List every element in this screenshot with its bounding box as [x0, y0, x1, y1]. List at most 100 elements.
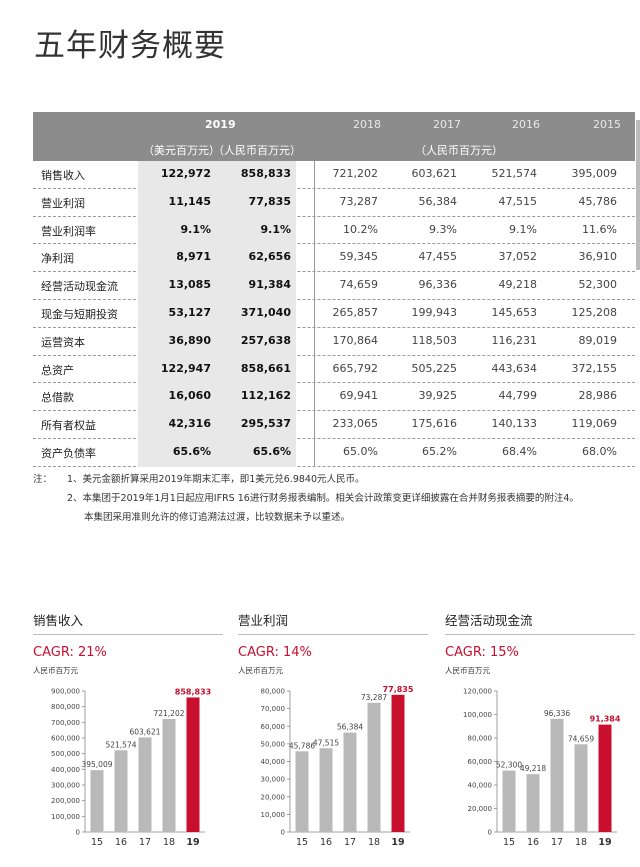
x-tick-label: 18: [368, 837, 380, 848]
y-tick-label: 40,000: [261, 758, 286, 766]
y-tick-label: 0: [76, 829, 80, 837]
x-tick-label: 17: [139, 837, 151, 848]
cell-2016: 140,133: [491, 417, 538, 431]
y-tick-label: 900,000: [51, 688, 80, 696]
note-2: 2、本集团于2019年1月1日起应用IFRS 16进行财务报表编制。相关会计政策…: [67, 493, 579, 504]
cell-rmb-2019: 91,384: [248, 278, 291, 292]
column-2019-band: [138, 438, 296, 467]
y-tick-label: 700,000: [51, 719, 80, 727]
cell-2017: 199,943: [411, 305, 458, 319]
table-row: 经营活动现金流 13,085 91,384 74,659 96,336 49,218 52,…: [33, 272, 635, 300]
y-tick-label: 10,000: [261, 811, 286, 819]
chart-title: 营业利润: [238, 610, 428, 635]
bar-value-label: 52,300: [496, 761, 522, 770]
x-tick-label: 17: [344, 837, 356, 848]
y-tick-label: 500,000: [51, 750, 80, 758]
cell-2018: 59,345: [339, 250, 379, 264]
column-2019-band: [138, 355, 296, 384]
notes: 注： 1、美元金额折算采用2019年期末汇率，即1美元兑6.9840元人民币。 …: [33, 470, 579, 527]
cell-rmb-2019: 112,162: [240, 389, 291, 403]
table-row: 运营资本 36,890 257,638 170,864 118,503 116,231 89…: [33, 327, 635, 356]
chart-plot: 0 100,000 200,000 300,000 400,000 500,000 600,…: [51, 687, 211, 848]
y-tick-label: 800,000: [51, 703, 80, 711]
unit-usd-label: （美元百万元）: [143, 144, 220, 157]
bar: [550, 718, 564, 832]
cell-2017: 56,384: [418, 194, 458, 208]
bar-value-label: 721,202: [153, 709, 184, 718]
y-tick-label: 100,000: [463, 711, 492, 719]
cell-rmb-2019: 9.1%: [260, 222, 291, 236]
cell-rmb-2019: 371,040: [240, 305, 291, 319]
y-tick-label: 120,000: [463, 688, 492, 696]
note-1: 1、美元金额折算采用2019年期末汇率，即1美元兑6.9840元人民币。: [67, 474, 365, 485]
chart-unit: 人民币百万元: [238, 666, 283, 675]
cell-2016: 49,218: [498, 278, 538, 292]
cell-2015: 45,786: [578, 194, 618, 208]
cell-2016: 68.4%: [502, 444, 537, 458]
y-tick-label: 80,000: [261, 688, 286, 696]
bar: [343, 732, 357, 832]
cell-rmb-2019: 62,656: [248, 250, 291, 264]
cell-2016: 443,634: [491, 361, 538, 375]
x-tick-label: 19: [186, 837, 199, 848]
bar-value-label: 603,621: [129, 727, 160, 736]
chart-cagr: CAGR: 15%: [445, 645, 519, 660]
y-tick-label: 0: [281, 829, 285, 837]
cell-usd-2019: 11,145: [168, 194, 211, 208]
table-row: 营业利润 11,145 77,835 73,287 56,384 47,515 45,786: [33, 188, 635, 217]
x-tick-label: 15: [296, 837, 308, 848]
cell-2017: 9.3%: [429, 222, 457, 236]
bar: [598, 724, 612, 832]
y-tick-label: 0: [488, 829, 492, 837]
cell-2017: 175,616: [411, 417, 458, 431]
bar: [162, 719, 176, 832]
bar: [502, 770, 516, 832]
column-2019-band: [138, 383, 296, 412]
cell-usd-2019: 122,947: [160, 361, 211, 375]
header-year-2017: 2017: [433, 118, 461, 131]
cell-2018: 10.2%: [343, 222, 378, 236]
y-tick-label: 50,000: [261, 740, 286, 748]
table-row: 总借款 16,060 112,162 69,941 39,925 44,799 28,986: [33, 383, 635, 412]
bar: [391, 694, 405, 832]
cell-usd-2019: 9.1%: [180, 222, 211, 236]
row-label: 净利润: [41, 252, 74, 266]
cell-usd-2019: 53,127: [168, 305, 211, 319]
cell-2015: 89,019: [578, 333, 618, 347]
row-label: 所有者权益: [41, 419, 96, 433]
y-tick-label: 300,000: [51, 782, 80, 790]
cell-2015: 68.0%: [582, 444, 617, 458]
column-2019-band: [138, 411, 296, 439]
financial-summary-table: 2019 2018 2017 2016 2015 （美元百万元） （人民币百万元…: [33, 112, 635, 467]
cell-rmb-2019: 858,661: [240, 361, 291, 375]
x-tick-label: 18: [163, 837, 175, 848]
y-tick-label: 70,000: [261, 705, 286, 713]
y-tick-label: 60,000: [468, 758, 493, 766]
table-row: 销售收入 122,972 858,833 721,202 603,621 521,574 3…: [33, 161, 635, 189]
x-tick-label: 16: [320, 837, 332, 848]
bar-value-label: 74,659: [568, 734, 594, 743]
cell-2016: 37,052: [498, 250, 538, 264]
header-year-2019: 2019: [205, 118, 236, 131]
cell-2018: 665,792: [332, 361, 379, 375]
page-edge: [636, 120, 640, 270]
cell-rmb-2019: 257,638: [240, 333, 291, 347]
table-row: 总资产 122,947 858,661 665,792 505,225 443,634 37…: [33, 355, 635, 384]
row-label: 销售收入: [41, 169, 85, 182]
x-tick-label: 17: [551, 837, 563, 848]
column-divider: [314, 161, 315, 467]
y-tick-label: 20,000: [468, 805, 493, 813]
chart-revenue: 销售收入 CAGR: 21% 人民币百万元 0 100,000 200,000 300…: [33, 610, 223, 860]
note-2-continued: 本集团采用准则允许的修订追溯法过渡，比较数据未予以重述。: [84, 512, 351, 523]
chart-plot: 0 20,000 40,000 60,000 80,000 100,000 120,000 5…: [463, 688, 621, 849]
chart-unit: 人民币百万元: [33, 666, 78, 675]
bar-value-label: 91,384: [590, 715, 621, 724]
column-2019-band: [138, 327, 296, 356]
chart-cagr: CAGR: 21%: [33, 645, 107, 660]
x-tick-label: 19: [391, 837, 404, 848]
x-tick-label: 15: [503, 837, 515, 848]
y-tick-label: 20,000: [261, 793, 286, 801]
bar: [186, 697, 200, 832]
row-label: 现金与短期投资: [41, 307, 118, 321]
bar-value-label: 49,218: [520, 764, 546, 773]
